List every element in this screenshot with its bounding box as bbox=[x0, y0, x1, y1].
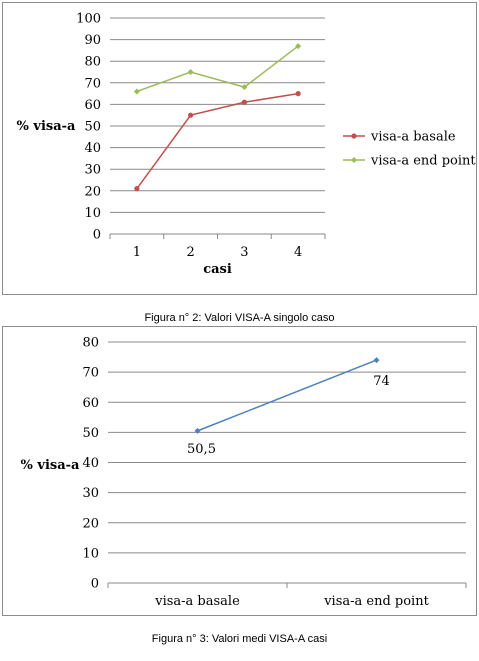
data-point bbox=[134, 186, 140, 192]
y-tick-label: 60 bbox=[84, 98, 101, 113]
y-tick-label: 50 bbox=[82, 426, 99, 441]
y-tick-label: 50 bbox=[84, 120, 101, 135]
y-tick-label: 70 bbox=[82, 366, 99, 381]
data-point bbox=[373, 357, 380, 364]
data-point bbox=[295, 43, 302, 50]
data-point bbox=[187, 69, 194, 75]
x-tick-label: 4 bbox=[294, 245, 302, 260]
y-tick-label: 40 bbox=[82, 456, 99, 471]
y-tick-label: 40 bbox=[84, 141, 101, 156]
x-tick-label: visa-a end point bbox=[323, 594, 429, 609]
y-tick-label: 30 bbox=[84, 163, 101, 178]
chart-2-svg: 0 10 20 30 40 50 60 70 80 visa-a basale visa-a end… bbox=[21, 336, 467, 609]
y-tick-label: 20 bbox=[82, 516, 99, 531]
series-line-1 bbox=[136, 92, 299, 190]
legend-marker bbox=[351, 133, 357, 139]
y-tick-label: 60 bbox=[82, 396, 99, 411]
y-tick-label: 0 bbox=[91, 577, 99, 592]
data-point bbox=[133, 88, 140, 95]
y-tick-label: 80 bbox=[84, 55, 101, 70]
data-point bbox=[295, 91, 301, 97]
data-point bbox=[241, 84, 248, 91]
legend-entry: visa-a basale bbox=[370, 130, 456, 145]
y-tick-label: 100 bbox=[76, 12, 101, 27]
x-tick-label: 1 bbox=[133, 245, 141, 260]
series-line-2 bbox=[136, 45, 299, 93]
chart-1-svg: 0 10 20 30 40 50 60 70 80 90 100 1 2 3 4 % visa-a casi vi… bbox=[17, 12, 477, 278]
data-label: 74 bbox=[373, 374, 390, 389]
x-tick-label: visa-a basale bbox=[154, 594, 240, 609]
y-tick-label: 10 bbox=[84, 206, 101, 221]
y-axis-label: % visa-a bbox=[21, 458, 81, 473]
y-tick-label: 70 bbox=[84, 76, 101, 91]
legend-marker bbox=[351, 157, 357, 163]
y-tick-label: 30 bbox=[82, 486, 99, 501]
data-label: 50,5 bbox=[187, 442, 216, 457]
series-line-1 bbox=[197, 359, 377, 432]
data-point bbox=[194, 427, 201, 434]
y-tick-label: 20 bbox=[84, 184, 101, 199]
chart-1-frame: 0 10 20 30 40 50 60 70 80 90 100 1 2 3 4 % visa-a casi vi… bbox=[2, 2, 477, 295]
y-axis-label: % visa-a bbox=[17, 119, 77, 134]
data-point bbox=[188, 112, 194, 118]
y-tick-label: 80 bbox=[82, 336, 99, 351]
x-tick-label: 2 bbox=[186, 245, 194, 260]
chart-2-caption: Figura n° 3: Valori medi VISA-A casi bbox=[151, 633, 328, 645]
y-tick-label: 0 bbox=[93, 228, 101, 243]
x-tick-label: 3 bbox=[240, 245, 248, 260]
legend-entry: visa-a end point bbox=[370, 154, 476, 169]
chart-2-frame: 0 10 20 30 40 50 60 70 80 visa-a basale visa-a end… bbox=[2, 326, 477, 616]
x-axis-label: casi bbox=[203, 262, 232, 277]
data-point bbox=[241, 99, 247, 105]
chart-1-caption: Figura n° 2: Valori VISA-A singolo caso bbox=[144, 312, 335, 324]
y-tick-label: 10 bbox=[82, 546, 99, 561]
y-tick-label: 90 bbox=[84, 33, 101, 48]
